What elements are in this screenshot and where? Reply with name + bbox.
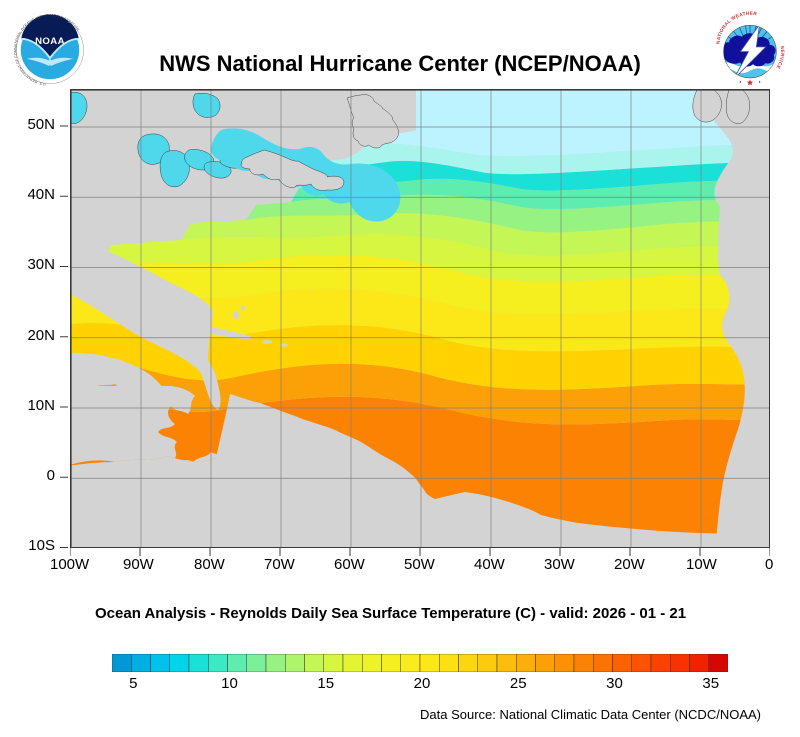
- svg-text:NOAA: NOAA: [35, 36, 65, 47]
